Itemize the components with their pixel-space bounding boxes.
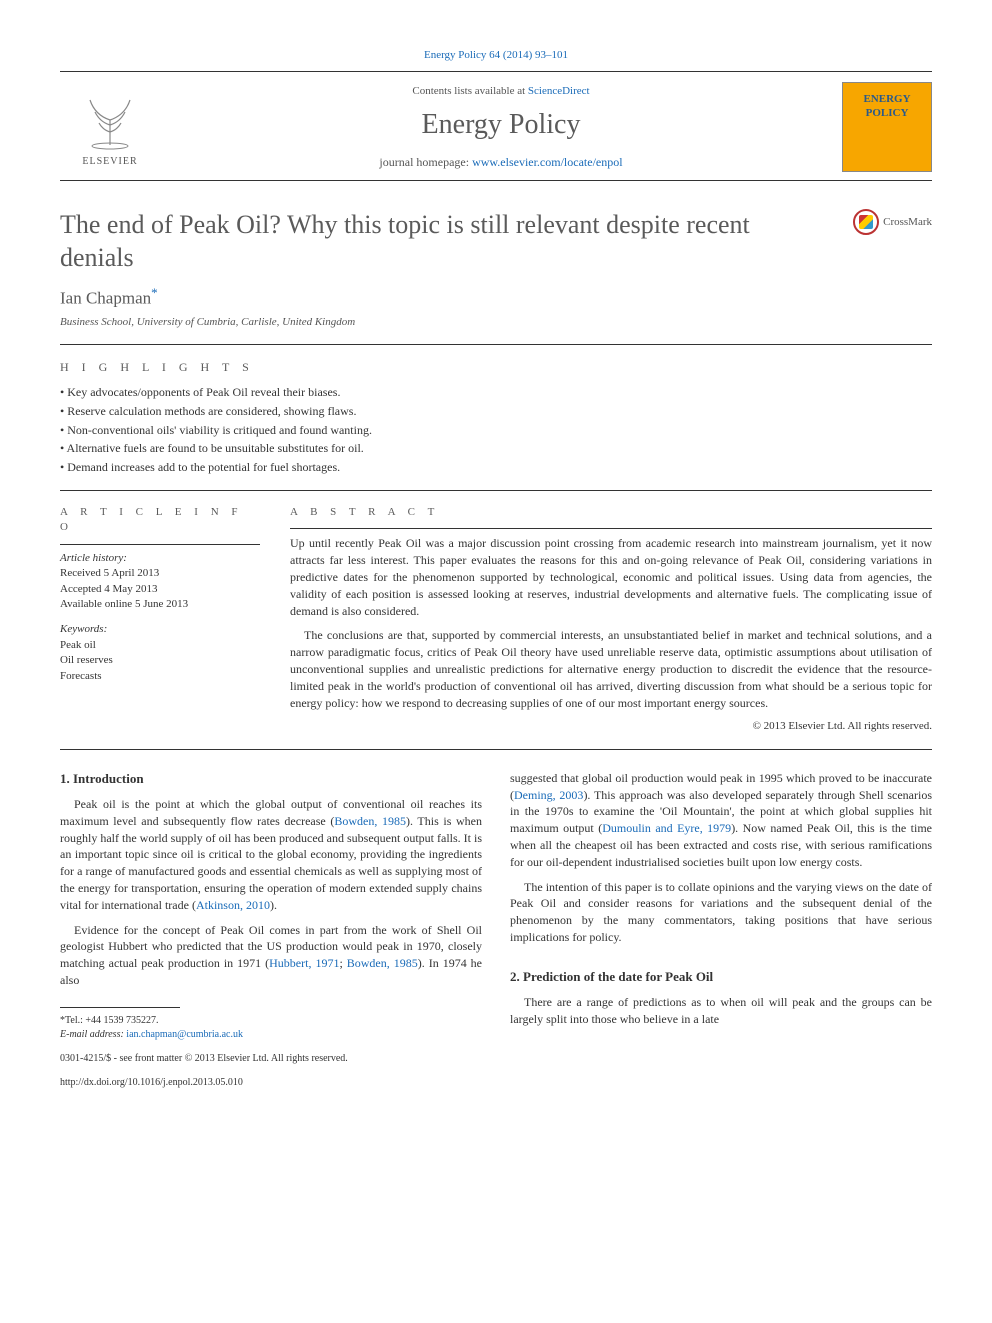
citation-link[interactable]: Deming, 2003 xyxy=(514,788,583,802)
highlight-item: Reserve calculation methods are consider… xyxy=(60,403,932,420)
abstract-para: The conclusions are that, supported by c… xyxy=(290,627,932,711)
author-marker-link[interactable]: * xyxy=(151,285,158,300)
highlight-item: Alternative fuels are found to be unsuit… xyxy=(60,440,932,457)
article-info-label: A R T I C L E I N F O xyxy=(60,505,260,536)
footnote-email-link[interactable]: ian.chapman@cumbria.ac.uk xyxy=(126,1029,243,1040)
affiliation: Business School, University of Cumbria, … xyxy=(60,315,932,330)
highlights-label: H I G H L I G H T S xyxy=(60,359,932,376)
contents-line: Contents lists available at ScienceDirec… xyxy=(160,84,842,99)
footnote-email-label: E-mail address: xyxy=(60,1029,126,1040)
homepage-prefix: journal homepage: xyxy=(379,155,472,169)
history-block: Article history: Received 5 April 2013 A… xyxy=(60,551,260,613)
doi-line: http://dx.doi.org/10.1016/j.enpol.2013.0… xyxy=(60,1076,482,1090)
highlight-item: Key advocates/opponents of Peak Oil reve… xyxy=(60,384,932,401)
publisher-name: ELSEVIER xyxy=(82,155,137,169)
keyword: Forecasts xyxy=(60,669,260,684)
homepage-link[interactable]: www.elsevier.com/locate/enpol xyxy=(472,155,623,169)
section-heading: 1. Introduction xyxy=(60,770,482,788)
journal-header: ELSEVIER Contents lists available at Sci… xyxy=(60,71,932,181)
abstract-copyright: © 2013 Elsevier Ltd. All rights reserved… xyxy=(290,719,932,734)
crossmark-widget[interactable]: CrossMark xyxy=(853,209,932,235)
highlight-item: Non-conventional oils' viability is crit… xyxy=(60,422,932,439)
footnote: *Tel.: +44 1539 735227. E-mail address: … xyxy=(60,1014,482,1042)
body-col-left: 1. Introduction Peak oil is the point at… xyxy=(60,770,482,1090)
highlights-list: Key advocates/opponents of Peak Oil reve… xyxy=(60,384,932,476)
section-heading: 2. Prediction of the date for Peak Oil xyxy=(510,968,932,986)
history-online: Available online 5 June 2013 xyxy=(60,597,260,612)
author-line: Ian Chapman* xyxy=(60,284,932,310)
keywords-label: Keywords: xyxy=(60,622,260,637)
cover-line2: POLICY xyxy=(866,107,909,119)
footnote-tel: +44 1539 735227. xyxy=(85,1015,158,1026)
rule xyxy=(60,344,932,345)
rule xyxy=(60,490,932,491)
citation-link[interactable]: Hubbert, 1971 xyxy=(269,956,339,970)
body-para: suggested that global oil production wou… xyxy=(510,770,932,871)
body-para: Evidence for the concept of Peak Oil com… xyxy=(60,922,482,989)
article-title: The end of Peak Oil? Why this topic is s… xyxy=(60,209,780,274)
highlight-item: Demand increases add to the potential fo… xyxy=(60,459,932,476)
body-para: Peak oil is the point at which the globa… xyxy=(60,796,482,914)
abstract-text: Up until recently Peak Oil was a major d… xyxy=(290,535,932,711)
body-columns: 1. Introduction Peak oil is the point at… xyxy=(60,770,932,1090)
top-citation-link[interactable]: Energy Policy 64 (2014) 93–101 xyxy=(424,49,568,61)
footnote-rule xyxy=(60,1007,180,1008)
rule xyxy=(290,528,932,529)
abstract-label: A B S T R A C T xyxy=(290,505,932,520)
issn-line: 0301-4215/$ - see front matter © 2013 El… xyxy=(60,1052,482,1066)
crossmark-icon xyxy=(853,209,879,235)
journal-cover-thumb: ENERGY POLICY xyxy=(842,82,932,172)
contents-prefix: Contents lists available at xyxy=(412,85,527,97)
elsevier-tree-icon xyxy=(70,85,150,155)
citation-link[interactable]: Bowden, 1985 xyxy=(347,956,418,970)
article-info-col: A R T I C L E I N F O Article history: R… xyxy=(60,505,260,735)
rule xyxy=(60,749,932,750)
keywords-block: Keywords: Peak oil Oil reserves Forecast… xyxy=(60,622,260,684)
cover-line1: ENERGY xyxy=(863,93,910,105)
citation-link[interactable]: Dumoulin and Eyre, 1979 xyxy=(602,821,731,835)
history-received: Received 5 April 2013 xyxy=(60,566,260,581)
citation-link[interactable]: Atkinson, 2010 xyxy=(196,898,270,912)
keyword: Peak oil xyxy=(60,638,260,653)
footnote-tel-label: Tel.: xyxy=(65,1015,85,1026)
history-label: Article history: xyxy=(60,551,260,566)
rule xyxy=(60,544,260,545)
body-para: There are a range of predictions as to w… xyxy=(510,994,932,1028)
sciencedirect-link[interactable]: ScienceDirect xyxy=(528,85,590,97)
body-para: The intention of this paper is to collat… xyxy=(510,879,932,946)
header-center: Contents lists available at ScienceDirec… xyxy=(160,84,842,171)
homepage-line: journal homepage: www.elsevier.com/locat… xyxy=(160,154,842,171)
crossmark-label: CrossMark xyxy=(883,215,932,230)
author-name: Ian Chapman xyxy=(60,289,151,308)
journal-name: Energy Policy xyxy=(160,105,842,144)
body-col-right: suggested that global oil production wou… xyxy=(510,770,932,1090)
publisher-logo-block: ELSEVIER xyxy=(60,85,160,169)
abstract-col: A B S T R A C T Up until recently Peak O… xyxy=(290,505,932,735)
abstract-para: Up until recently Peak Oil was a major d… xyxy=(290,535,932,619)
top-citation: Energy Policy 64 (2014) 93–101 xyxy=(60,48,932,63)
keyword: Oil reserves xyxy=(60,653,260,668)
citation-link[interactable]: Bowden, 1985 xyxy=(334,814,406,828)
history-accepted: Accepted 4 May 2013 xyxy=(60,582,260,597)
